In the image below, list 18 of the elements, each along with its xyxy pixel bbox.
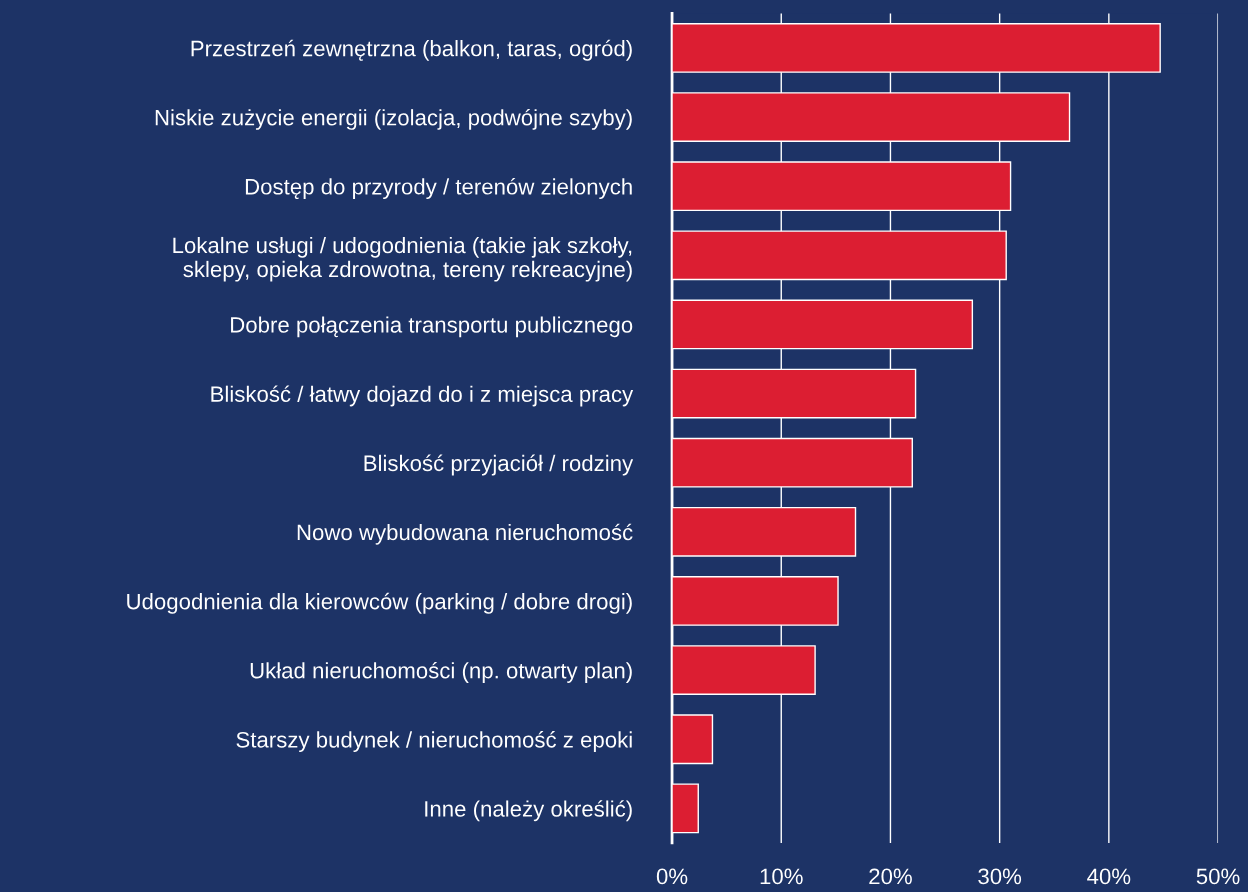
x-tick-label: 0% xyxy=(656,868,688,885)
y-tick-label: Lokalne usługi / udogodnienia (takie jak szkoły, sklepy, opieka zdrowotna, tereny rekreacyjne) xyxy=(173,236,632,282)
y-tick-label: Inne (należy określić) xyxy=(425,800,632,822)
y-tick-label: Bliskość / łatwy dojazd do i z miejsca pracy xyxy=(211,385,634,407)
y-tick-label: Dobre połączenia transportu publicznego xyxy=(231,316,633,338)
x-tick-label: 30% xyxy=(978,868,1022,885)
y-tick-label: Układ nieruchomości (np. otwarty plan) xyxy=(250,661,632,683)
x-tick-label: 40% xyxy=(1087,868,1131,885)
y-tick-label: Przestrzeń zewnętrzna (balkon, taras, ogród) xyxy=(191,39,632,61)
y-tick-label: Niskie zużycie energii (izolacja, podwójne szyby) xyxy=(155,108,632,130)
y-tick-label: Starszy budynek / nieruchomość z epoki xyxy=(236,731,632,753)
y-tick-label: Nowo wybudowana nieruchomość xyxy=(297,523,633,545)
y-tick-label: Bliskość przyjaciół / rodziny xyxy=(364,454,634,476)
x-tick-label: 50% xyxy=(1196,868,1240,885)
y-tick-label: Udogodnienia dla kierowców (parking / dobre drogi) xyxy=(127,592,632,614)
x-tick-label: 20% xyxy=(869,868,912,885)
x-tick-label: 10% xyxy=(760,868,803,885)
y-tick-label: Dostęp do przyrody / terenów zielonych xyxy=(245,178,632,200)
